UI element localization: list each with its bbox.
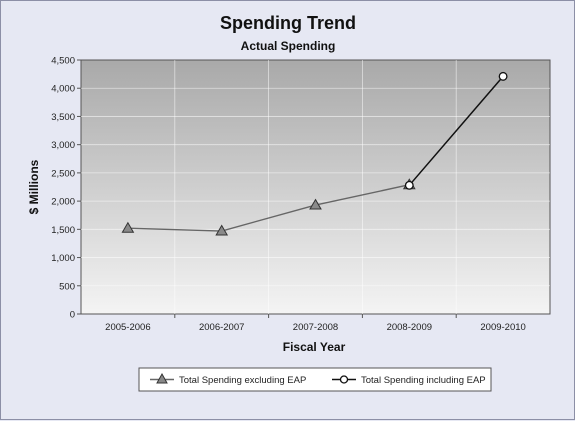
series-line-excluding-eap <box>127 184 410 232</box>
legend-circle-icon <box>339 375 349 384</box>
chart-title: Spending Trend <box>220 13 356 33</box>
y-axis-ticks: 0 500 1,000 1,500 2,000 2,500 3,000 3,500 4,000 4… <box>51 56 81 321</box>
x-tick-label: 2009-2010 <box>480 322 525 333</box>
y-tick-label: 500 <box>59 281 75 292</box>
y-tick-label: 1,000 <box>51 253 75 264</box>
x-tick-label: 2007-2008 <box>293 322 338 333</box>
legend-label-including: Total Spending including EAP <box>361 375 486 386</box>
series-group <box>121 71 508 236</box>
y-tick-label: 3,000 <box>51 140 75 151</box>
x-axis-ticks: 2005-2006 2006-2007 2007-2008 2008-2009 2009… <box>105 314 526 333</box>
legend-triangle-icon <box>156 372 168 384</box>
y-tick-label: 4,000 <box>51 84 75 95</box>
y-tick-label: 4,500 <box>51 56 75 67</box>
y-tick-label: 1,500 <box>51 225 75 236</box>
data-point-including-eap <box>404 180 414 190</box>
legend-box <box>138 367 492 392</box>
x-axis-title: Fiscal Year <box>283 340 346 354</box>
plot-area <box>80 59 551 315</box>
y-tick-label: 2,000 <box>51 197 75 208</box>
x-tick-label: 2005-2006 <box>105 322 150 333</box>
y-tick-label: 3,500 <box>51 112 75 123</box>
y-tick-label: 0 <box>70 310 75 321</box>
data-point-excluding-eap <box>215 224 229 236</box>
chart-subtitle: Actual Spending <box>241 39 336 53</box>
data-point-excluding-eap <box>121 221 135 233</box>
legend-label-excluding: Total Spending excluding EAP <box>179 375 306 386</box>
y-tick-label: 2,500 <box>51 168 75 179</box>
legend: Total Spending excluding EAP Total Spend… <box>138 367 492 392</box>
x-tick-label: 2006-2007 <box>199 322 244 333</box>
data-point-excluding-eap <box>309 198 322 210</box>
x-tick-label: 2008-2009 <box>387 322 432 333</box>
series-line-including-eap <box>408 75 504 186</box>
data-point-including-eap <box>498 71 508 81</box>
y-axis-title: $ Millions <box>27 159 41 214</box>
